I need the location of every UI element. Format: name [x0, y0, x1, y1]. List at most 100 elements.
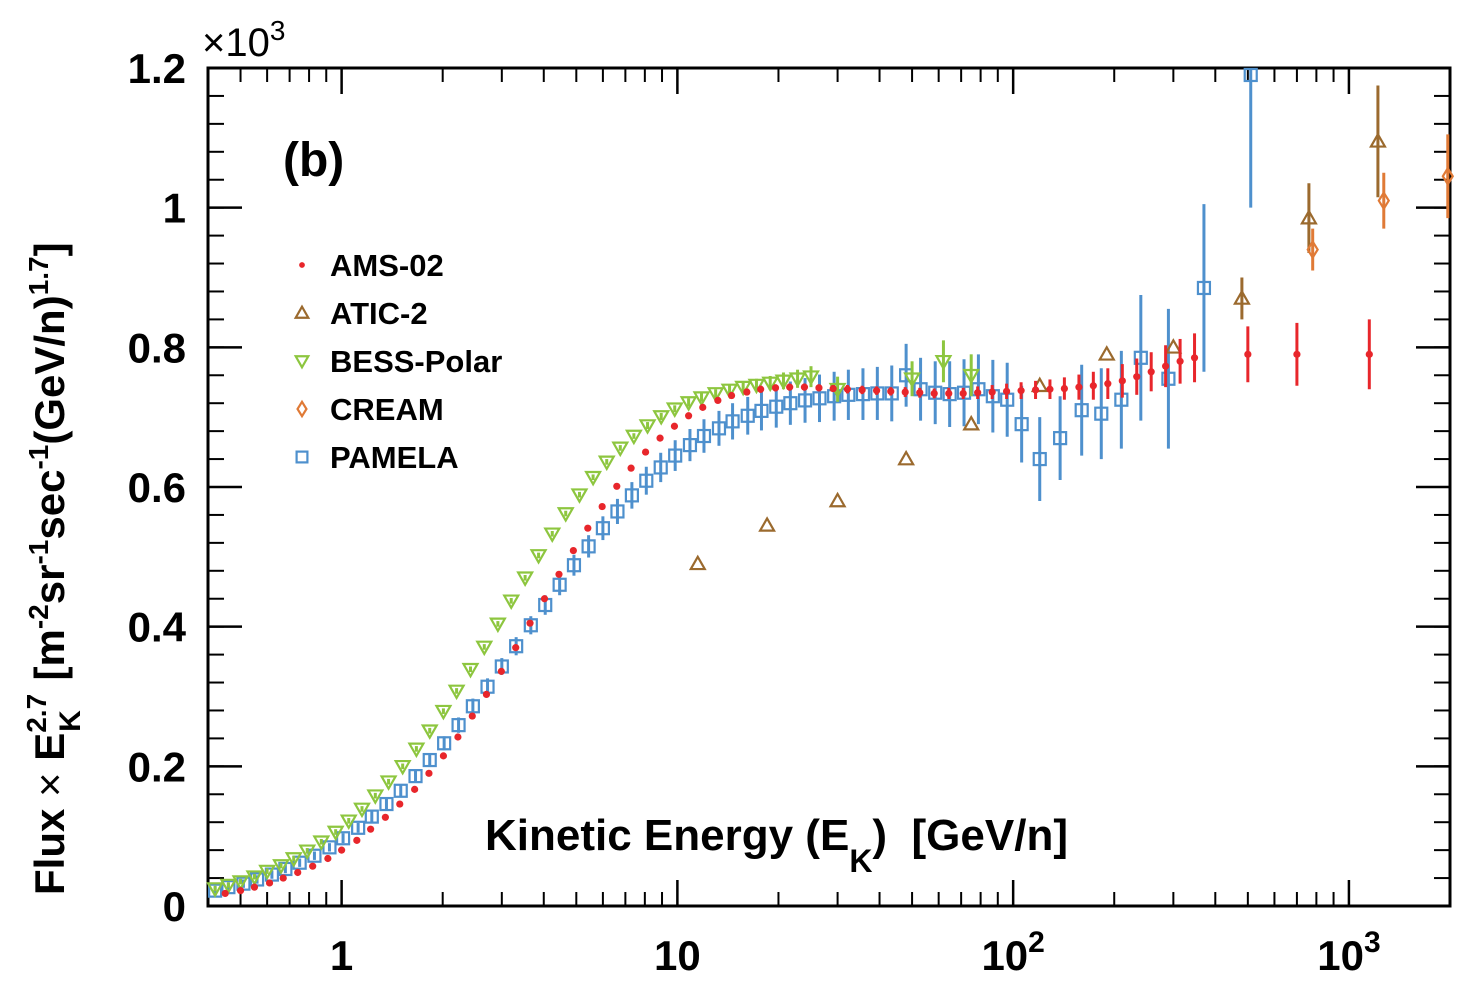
bess-polar-point [488, 617, 507, 634]
series-bess-polar [206, 340, 981, 898]
pamela-point [1094, 406, 1109, 421]
ams-02-point [468, 712, 476, 720]
ams-02-point [815, 384, 823, 392]
pamela-point [1014, 417, 1029, 432]
ams-02-point [930, 389, 938, 398]
y-multiplier-base: 10 [225, 21, 270, 65]
ams-02-point [1365, 350, 1373, 358]
cream-point [1441, 166, 1455, 187]
x-tick-label: 1 [330, 932, 353, 979]
bess-polar-point [761, 376, 780, 393]
pamela-point [437, 736, 452, 751]
ams-02-point [685, 412, 693, 420]
y-axis-title-exp-sec: -1 [23, 445, 54, 470]
ams-02-point [699, 403, 707, 411]
ams-02-point [627, 464, 635, 472]
series-cream [1306, 134, 1455, 271]
pamela-point [639, 473, 654, 488]
ams-02-point [294, 868, 302, 877]
y-tick-label: 0.4 [128, 604, 187, 651]
ams-02-point [265, 879, 274, 887]
bess-polar-point [962, 368, 981, 385]
ams-02-point [757, 385, 765, 393]
pamela-point [523, 618, 538, 633]
bess-polar-point [475, 640, 494, 657]
bess-polar-point [529, 549, 548, 565]
series-layer [206, 67, 1455, 898]
ams-02-point [425, 769, 433, 777]
bess-polar-point [516, 571, 535, 588]
y-tick-label: 0.6 [128, 464, 186, 511]
pamela-point [769, 399, 784, 414]
bess-polar-point [206, 882, 225, 898]
y-axis-title-e-sub: K [54, 710, 87, 732]
ams-02-point [1031, 386, 1040, 394]
atic-2-point [1097, 345, 1116, 361]
y-tick-label: 1.2 [128, 45, 186, 92]
ams-02-point [338, 846, 346, 854]
atic-2-point [1300, 208, 1318, 225]
x-axis-title-sub: K [849, 843, 872, 879]
series-ams-02 [221, 319, 1373, 898]
pamela-point [552, 577, 567, 592]
ams-02-point [800, 383, 809, 391]
bess-polar-point [934, 354, 953, 371]
bess-polar-point [597, 455, 616, 472]
ams-02-point [1060, 384, 1068, 393]
legend: AMS-02 ATIC-2 BESS-Polar CREAM PAMELA [293, 248, 502, 475]
bess-polar-point [556, 507, 575, 523]
cream-point [1306, 239, 1319, 260]
legend-label-atic-2: ATIC-2 [330, 296, 428, 331]
legend-label-cream: CREAM [330, 392, 444, 427]
pamela-point [754, 403, 769, 418]
x-axis-title-close: ) [GeV/n] [872, 811, 1068, 860]
legend-marker-atic-2 [293, 304, 311, 319]
atic-2-point [962, 414, 981, 431]
ams-02-point [1075, 383, 1083, 391]
ams-02-point [988, 388, 996, 396]
y-tick-label: 1 [163, 185, 186, 232]
atic-2-point [1369, 132, 1387, 148]
cream-point [1377, 190, 1391, 211]
pamela-point [740, 408, 755, 423]
bess-polar-point [706, 387, 725, 403]
ams-02-point [670, 422, 679, 430]
ams-02-point [829, 384, 837, 393]
x-tick-label-base: 10 [1317, 932, 1364, 979]
legend-marker-cream [296, 399, 308, 419]
pamela-point [1053, 431, 1068, 446]
pamela-point [451, 718, 466, 733]
pamela-point [595, 521, 610, 536]
ams-02-point [1002, 387, 1011, 395]
ams-02-point [584, 524, 592, 532]
pamela-point [928, 385, 943, 400]
pamela-point [1161, 371, 1176, 386]
pamela-point [1032, 451, 1047, 467]
y-axis-title-unit-open: [m [26, 629, 73, 680]
pamela-point [797, 393, 813, 408]
y-axis-title-sec: sec [26, 470, 73, 540]
pamela-point [509, 639, 524, 654]
pamela-point [610, 504, 625, 519]
bess-polar-point [366, 789, 385, 805]
ams-02-point [598, 502, 606, 511]
ams-02-point [1162, 362, 1170, 370]
ams-02-point [743, 388, 751, 396]
ams-02-point [901, 388, 909, 396]
ams-02-point [367, 825, 375, 833]
legend-marker-bess-polar [293, 355, 311, 370]
legend-marker-ams-02 [299, 262, 305, 268]
ams-02-point [945, 389, 953, 398]
ams-02-point [1089, 382, 1097, 390]
bess-polar-point [692, 391, 711, 407]
ams-02-point [250, 883, 259, 891]
ams-02-point [714, 396, 722, 405]
bess-polar-point [720, 383, 739, 400]
ams-02-point [1133, 373, 1141, 381]
ams-02-point [221, 889, 229, 898]
ams-02-point [381, 813, 389, 821]
ams-02-point [727, 391, 736, 400]
x-tick-label-exp: 3 [1364, 926, 1381, 959]
ams-02-point [540, 595, 549, 603]
bess-polar-point [258, 864, 277, 881]
